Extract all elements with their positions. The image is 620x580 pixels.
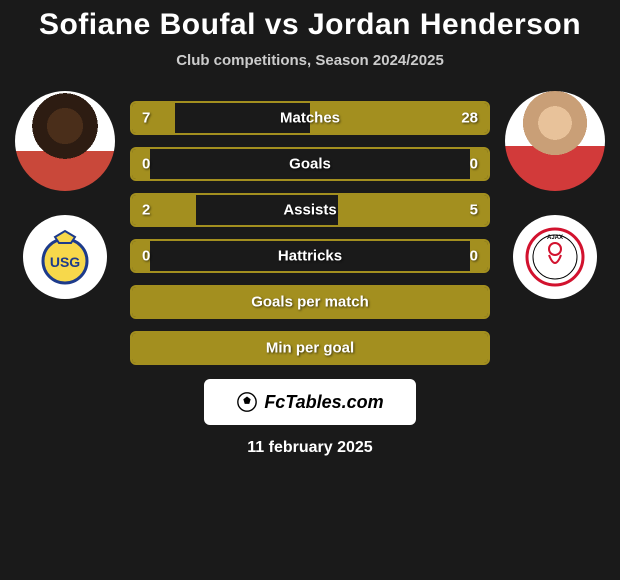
player-left-avatar [15,91,115,191]
stat-value-right: 0 [470,156,478,173]
stat-row: 0 0 Hattricks [130,239,490,273]
brand-text: FcTables.com [264,392,383,413]
svg-text:USG: USG [50,254,80,270]
stats-column: 7 28 Matches 0 0 Goals 2 5 Assists 0 0 Hattricks Goa… [130,91,490,365]
main-row: USG 7 28 Matches 0 0 Goals 2 5 Assists 0 0 Hattrick… [0,91,620,365]
brand-badge: FcTables.com [204,379,416,425]
stat-label: Matches [280,110,340,127]
left-player-column: USG [10,91,120,299]
footer-date: 11 february 2025 [0,439,620,457]
subtitle: Club competitions, Season 2024/2025 [0,52,620,69]
stat-fill-right [338,195,488,225]
stat-value-left: 0 [142,156,150,173]
stat-value-right: 5 [470,202,478,219]
stat-row: 0 0 Goals [130,147,490,181]
usg-badge-icon: USG [33,225,97,289]
stat-row: 7 28 Matches [130,101,490,135]
svg-text:AJAX: AJAX [547,235,563,241]
player-right-avatar [505,91,605,191]
stat-value-left: 7 [142,110,150,127]
stat-value-left: 0 [142,248,150,265]
stat-label: Min per goal [266,340,354,357]
comparison-card: Sofiane Boufal vs Jordan Henderson Club … [0,0,620,457]
stat-value-right: 0 [470,248,478,265]
stat-fill-left [132,103,175,133]
stat-row: 2 5 Assists [130,193,490,227]
stat-value-left: 2 [142,202,150,219]
ajax-badge-icon: AJAX [523,225,587,289]
page-title: Sofiane Boufal vs Jordan Henderson [0,8,620,42]
stat-row: Goals per match [130,285,490,319]
player-right-club-badge: AJAX [513,215,597,299]
stat-row: Min per goal [130,331,490,365]
stat-label: Assists [283,202,336,219]
right-player-column: AJAX [500,91,610,299]
stat-label: Hattricks [278,248,342,265]
stat-value-right: 28 [461,110,478,127]
soccer-ball-icon [236,391,258,413]
stat-label: Goals per match [251,294,369,311]
player-left-club-badge: USG [23,215,107,299]
stat-label: Goals [289,156,331,173]
